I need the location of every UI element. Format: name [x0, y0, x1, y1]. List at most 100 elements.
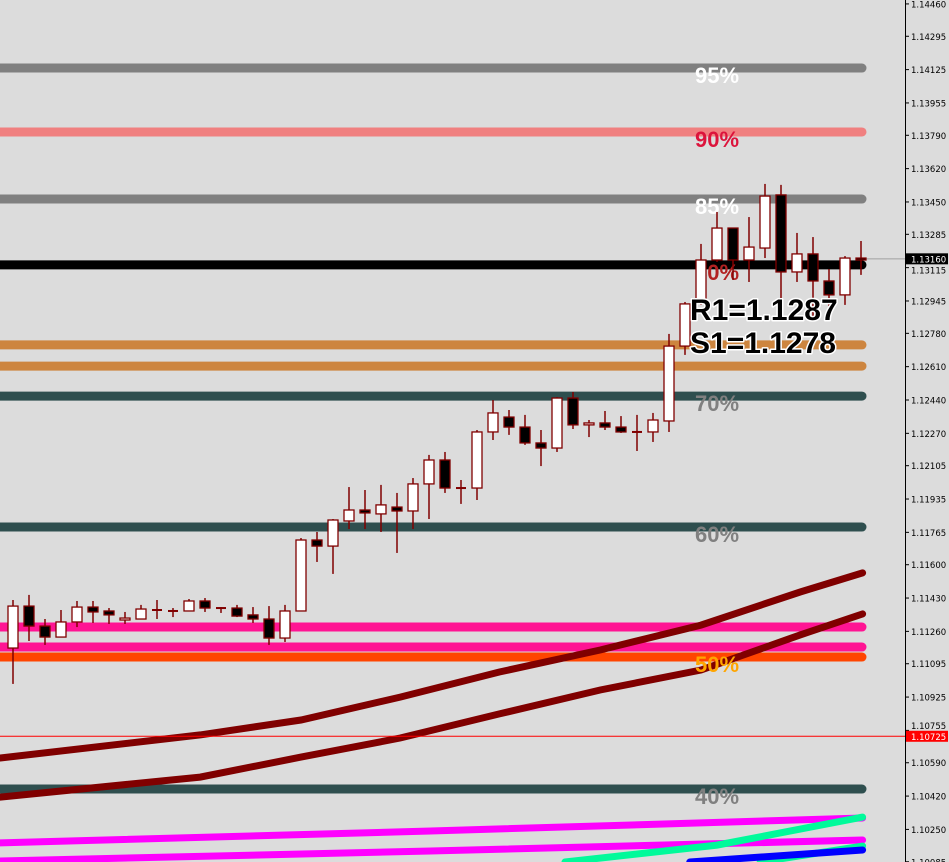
candle — [855, 240, 867, 275]
candle — [663, 333, 675, 432]
candle — [119, 611, 131, 624]
candle-body — [855, 257, 867, 261]
candle-body — [103, 610, 115, 616]
candle-body — [327, 519, 339, 547]
candle — [7, 600, 19, 684]
candle-body — [583, 422, 595, 426]
candle-body — [7, 605, 19, 649]
candles — [7, 183, 867, 684]
candle-body — [439, 459, 451, 489]
candle-body — [695, 259, 707, 304]
candle-body — [535, 442, 547, 449]
candle — [823, 269, 835, 307]
axis-tick-label: 1.11765 — [911, 529, 946, 539]
moving-average-line — [0, 569, 867, 762]
candle — [152, 600, 162, 620]
moving-average-line — [0, 814, 867, 847]
pivot-label: S1=1.1278 — [690, 327, 836, 360]
candle-body — [807, 253, 819, 282]
candle-body — [503, 416, 515, 428]
candle-body — [391, 506, 403, 512]
candle-body — [599, 422, 611, 428]
axis-tick-label: 1.11430 — [911, 595, 946, 605]
candle — [135, 604, 147, 620]
alert-price-tag-text: 1.10725 — [911, 733, 946, 743]
candle-body — [152, 609, 162, 611]
candle-body — [135, 608, 147, 620]
candle-body — [343, 509, 355, 522]
candle — [279, 604, 291, 642]
candle-body — [791, 253, 803, 273]
candle — [439, 451, 451, 493]
candle-body — [55, 621, 67, 638]
level-label: 50% — [695, 652, 739, 677]
candle-body — [119, 617, 131, 621]
level-label: 40% — [695, 784, 739, 809]
level-label: 60% — [695, 522, 739, 547]
candle — [199, 598, 211, 612]
candle-body — [359, 509, 371, 514]
candle-body — [39, 625, 51, 638]
level-label: 90% — [695, 127, 739, 152]
candle — [583, 420, 595, 438]
level-label: 95% — [695, 63, 739, 88]
axis-tick-label: 1.13285 — [911, 231, 946, 241]
candle — [103, 608, 115, 624]
candle — [807, 237, 819, 317]
level-lines — [0, 63, 867, 794]
candle-body — [183, 600, 195, 612]
candle-body — [615, 426, 627, 433]
axis-tick-label: 1.12440 — [911, 397, 946, 407]
axis-tick-label: 1.14295 — [911, 33, 946, 43]
axis-tick-label: 1.12105 — [911, 462, 946, 472]
candle-body — [632, 430, 642, 433]
candle-body — [519, 426, 531, 444]
candle — [695, 243, 707, 305]
candle-body — [456, 487, 466, 490]
candle-body — [199, 600, 211, 609]
pivot-label: R1=1.1287 — [690, 294, 838, 327]
axis-tick-label: 1.11095 — [911, 660, 946, 670]
candle — [359, 490, 371, 530]
price-axis[interactable]: 1.14460 1.14295 1.14125 1.13955 1.13790 1.136… — [905, 0, 949, 862]
axis-tick-label: 1.13955 — [911, 99, 946, 109]
axis-tick-label: 1.11260 — [911, 628, 946, 638]
candle — [263, 606, 275, 645]
candle — [567, 391, 579, 430]
candle — [423, 454, 435, 520]
candle-body — [727, 227, 739, 261]
axis-tick-label: 1.13115 — [911, 266, 946, 276]
axis-tick-label: 1.11935 — [911, 496, 946, 506]
alert-price-tag — [906, 730, 948, 742]
candle-body — [423, 459, 435, 485]
axis-tick-label: 1.12270 — [911, 430, 946, 440]
candle-body — [471, 431, 483, 489]
price-axis-background — [905, 0, 949, 862]
candle-body — [311, 539, 323, 547]
candle-body — [23, 605, 35, 627]
candle — [679, 301, 691, 355]
candle-body — [231, 607, 243, 617]
candle — [407, 478, 419, 530]
candle — [471, 430, 483, 500]
candle-body — [407, 483, 419, 512]
candle-body — [263, 618, 275, 639]
candle — [551, 397, 563, 452]
candle — [599, 410, 611, 430]
candle — [487, 400, 499, 440]
candle — [343, 487, 355, 530]
candle — [23, 594, 35, 641]
axis-tick-label: 1.10250 — [911, 826, 946, 836]
axis-tick-label: 1.12780 — [911, 330, 946, 340]
candle-body — [551, 397, 563, 449]
axis-tick-label: 1.14460 — [911, 0, 946, 10]
axis-tick-label: 1.10085 — [911, 858, 946, 862]
candle-body — [775, 194, 787, 273]
candle — [311, 531, 323, 562]
axis-tick-label: 1.10590 — [911, 759, 946, 769]
candle-body — [87, 606, 99, 613]
candle-body — [279, 610, 291, 639]
bid-price-tag — [906, 253, 948, 265]
candle — [535, 430, 547, 467]
